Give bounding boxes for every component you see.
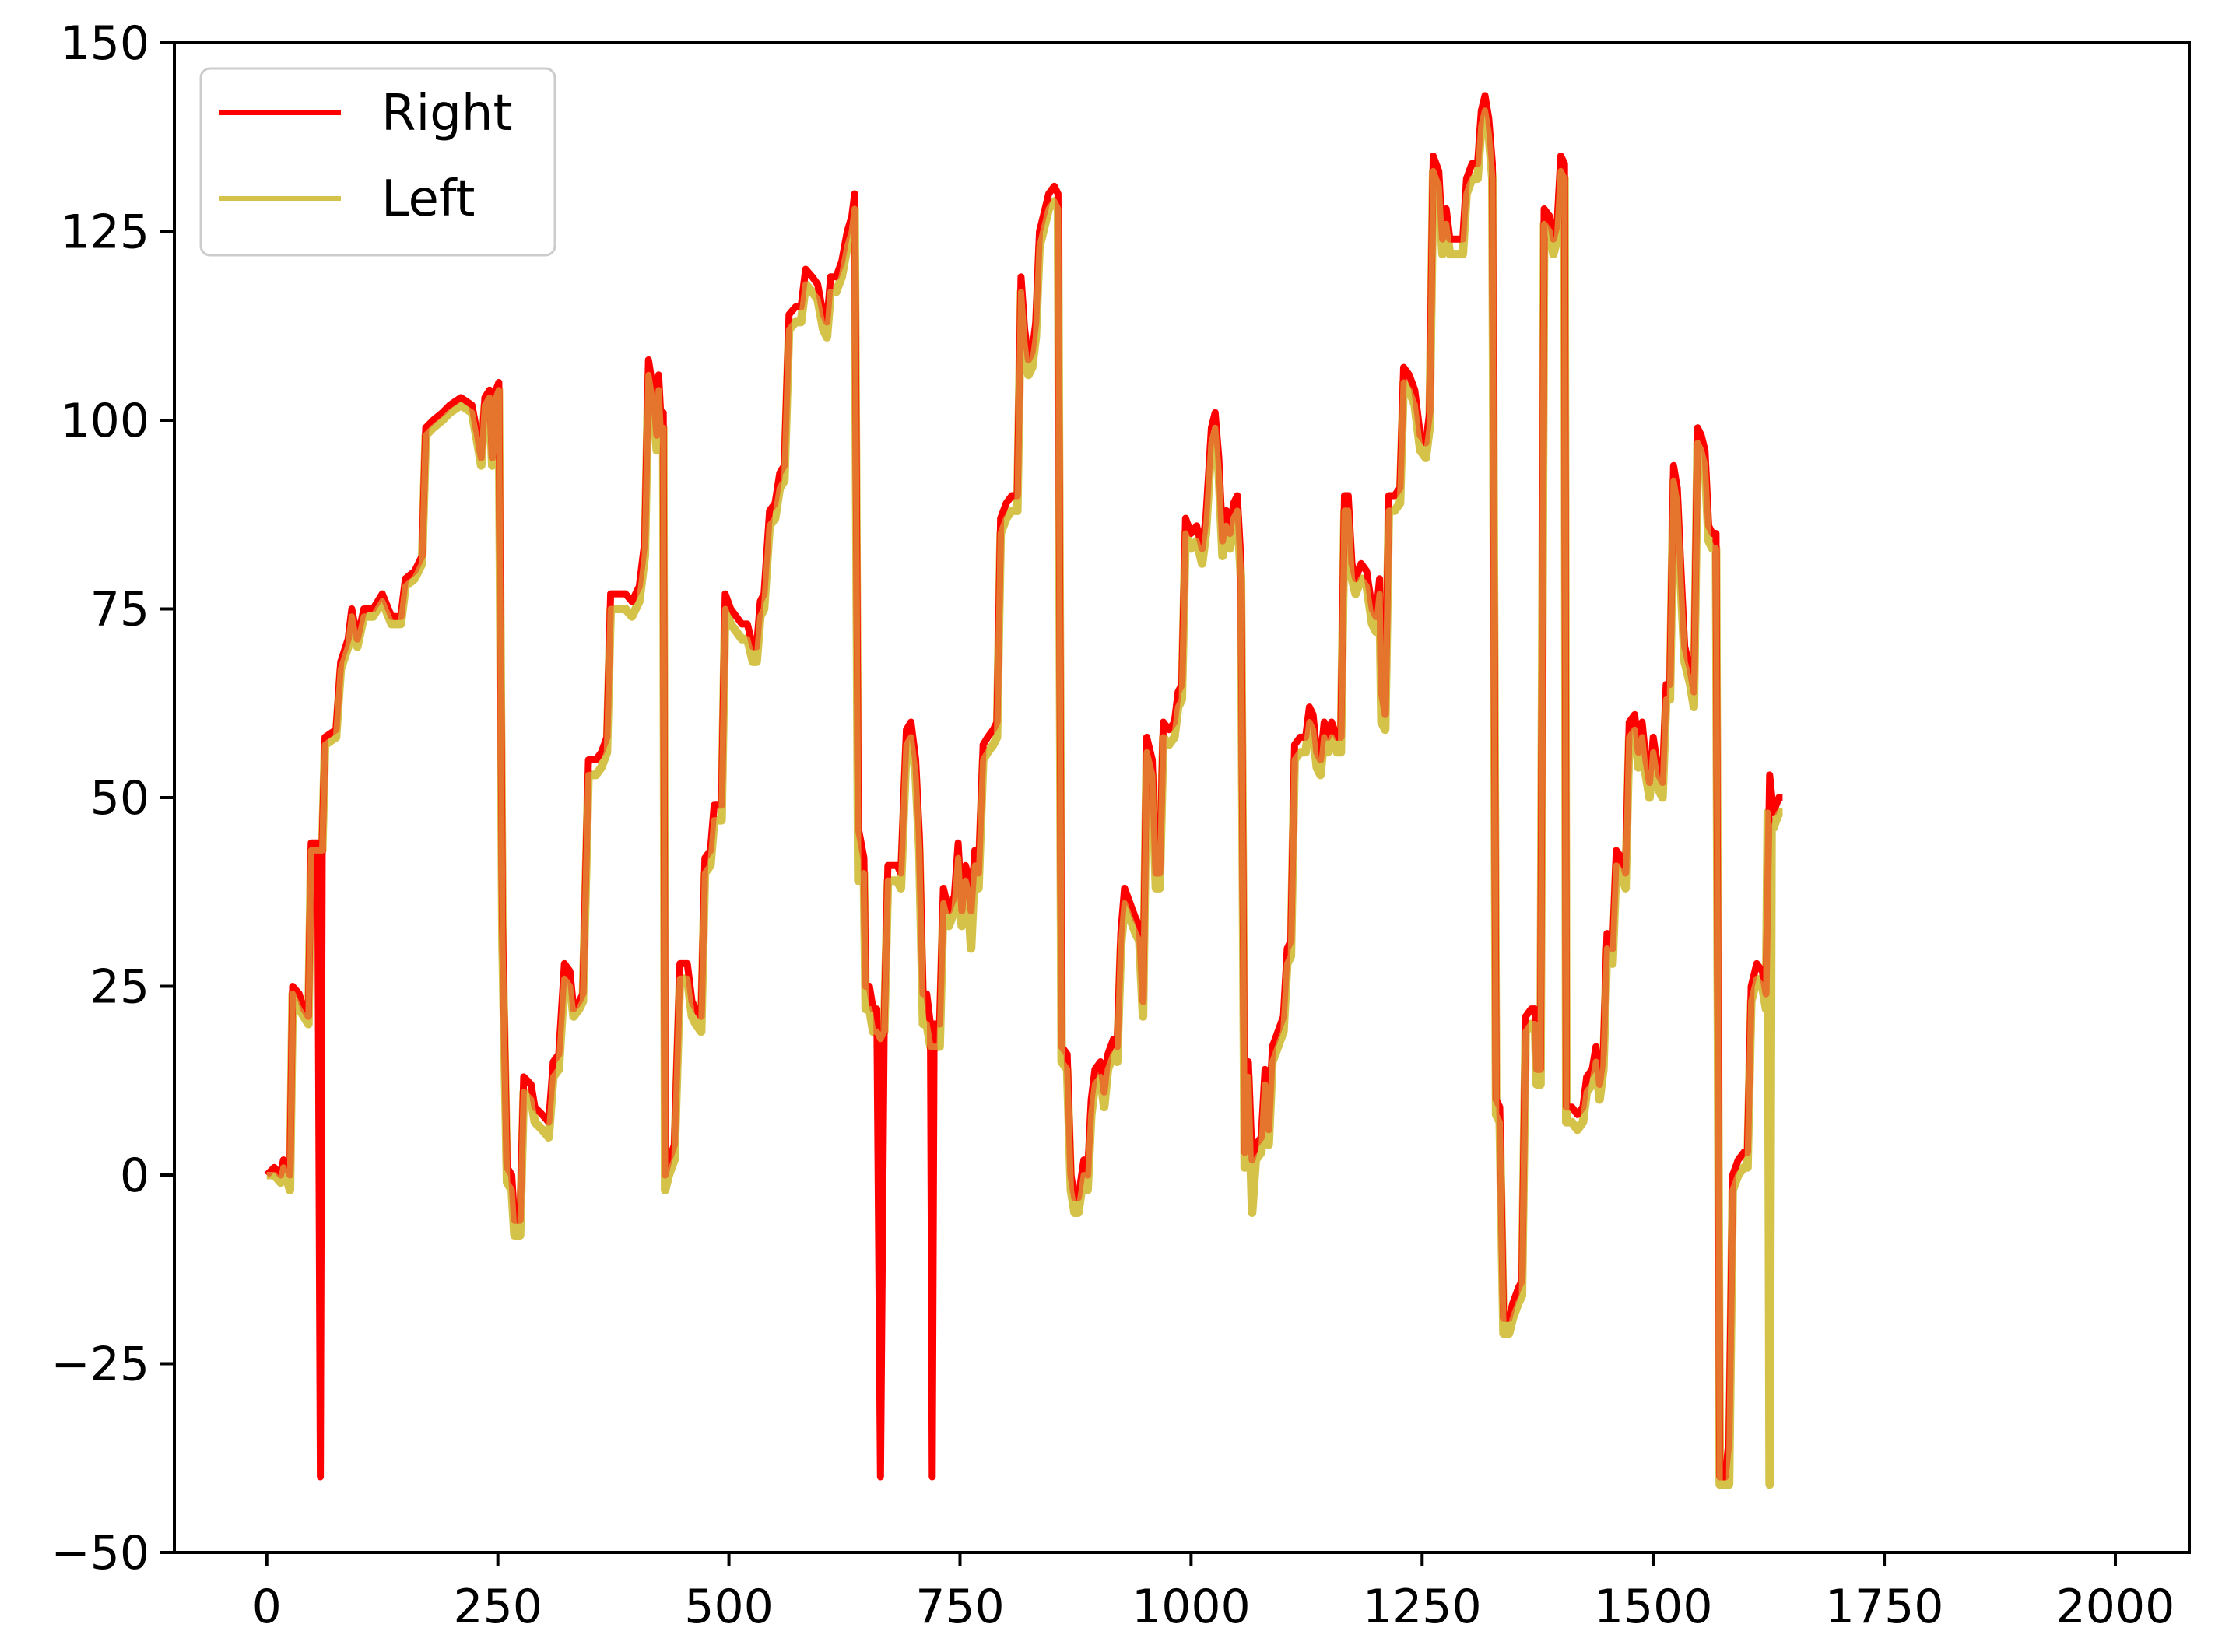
y-tick-label: 75 bbox=[90, 583, 149, 637]
x-tick-label: 2000 bbox=[2056, 1580, 2175, 1634]
legend-label-right: Right bbox=[381, 85, 513, 142]
y-tick-label: 50 bbox=[90, 771, 149, 826]
x-tick-label: 1000 bbox=[1132, 1580, 1251, 1634]
legend-label-left: Left bbox=[381, 170, 475, 228]
legend: Right Left bbox=[199, 67, 556, 257]
y-tick-label: 150 bbox=[60, 16, 149, 71]
y-tick-label: 0 bbox=[120, 1149, 149, 1203]
x-tick-label: 250 bbox=[453, 1580, 542, 1634]
y-tick-label: 100 bbox=[60, 394, 149, 448]
x-axis: 0 250 500 750 1000 1250 1500 1750 2000 bbox=[252, 1552, 2175, 1634]
x-tick-label: 500 bbox=[684, 1580, 774, 1634]
series-line-left-overlay bbox=[266, 107, 1783, 1488]
x-tick-label: 1750 bbox=[1825, 1580, 1944, 1634]
plot-lines bbox=[264, 92, 1784, 1489]
x-tick-label: 0 bbox=[252, 1580, 282, 1634]
x-tick-label: 1500 bbox=[1594, 1580, 1713, 1634]
x-tick-label: 1250 bbox=[1363, 1580, 1482, 1634]
x-tick-label: 750 bbox=[915, 1580, 1005, 1634]
y-tick-label: 25 bbox=[90, 960, 149, 1015]
y-tick-label: 125 bbox=[60, 205, 149, 260]
y-tick-label: −25 bbox=[51, 1338, 149, 1392]
y-axis: −50 −25 0 25 50 75 100 125 150 bbox=[51, 16, 174, 1580]
y-tick-label: −50 bbox=[51, 1526, 149, 1580]
